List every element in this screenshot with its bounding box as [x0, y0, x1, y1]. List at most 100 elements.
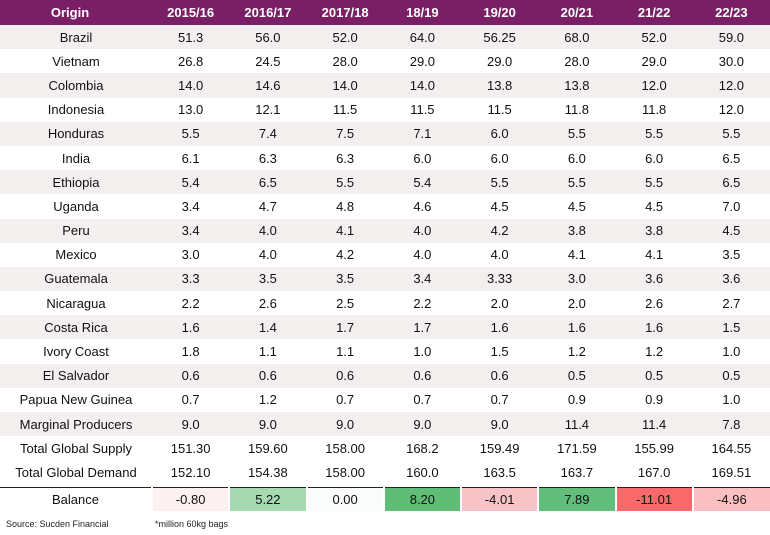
table-row-value: 7.1	[383, 121, 461, 146]
table-row-value: 7.5	[306, 121, 384, 146]
table-row-value: 2.2	[383, 291, 461, 316]
total-row: Total Global Demand 152.10 154.38 158.00 160…	[0, 460, 770, 485]
table-row-value: 3.6	[615, 266, 693, 292]
table-row-label: Honduras	[0, 121, 152, 146]
balance-row-value: -11.01	[614, 487, 693, 512]
table-row-value: 1.6	[538, 315, 616, 340]
table-row-label: Ivory Coast	[0, 339, 152, 364]
table-row-value: 6.5	[692, 170, 770, 195]
total-row-value: 154.38	[229, 460, 307, 485]
table-row-value: 1.6	[615, 315, 693, 340]
table-row-value: 4.0	[383, 242, 461, 267]
total-row-value: 168.2	[383, 436, 461, 461]
table-row: Guatemala 3.3 3.5 3.5 3.4 3.33 3.0 3.6 3.6	[0, 266, 770, 292]
table-row-value: 6.3	[229, 145, 307, 171]
table-row-value: 5.5	[461, 170, 539, 195]
total-row-value: 167.0	[615, 460, 693, 485]
table-row-label: Colombia	[0, 73, 152, 98]
table-row-value: 7.0	[692, 194, 770, 219]
table-row-value: 1.0	[383, 339, 461, 364]
table-row-label: Costa Rica	[0, 315, 152, 340]
table-row-label: Marginal Producers	[0, 412, 152, 437]
table-row: Papua New Guinea 0.7 1.2 0.7 0.7 0.7 0.9 0.9 1.0	[0, 387, 770, 412]
table-row-value: 4.5	[615, 194, 693, 219]
table-row-value: 0.6	[229, 363, 307, 388]
year-header: 22/23	[692, 0, 770, 25]
table-row-value: 2.5	[306, 291, 384, 316]
table-row-label: Guatemala	[0, 266, 152, 292]
table-row-value: 11.5	[461, 97, 539, 122]
balance-row-label: Balance	[0, 487, 152, 512]
table-row-value: 5.5	[538, 170, 616, 195]
table-row: El Salvador 0.6 0.6 0.6 0.6 0.6 0.5 0.5 0.5	[0, 363, 770, 388]
table-row-value: 1.5	[692, 315, 770, 340]
table-row-label: Ethiopia	[0, 170, 152, 195]
table-row-value: 4.0	[229, 218, 307, 243]
table-row-value: 4.7	[229, 194, 307, 219]
table-row-label: Indonesia	[0, 97, 152, 122]
table-row-value: 1.1	[229, 339, 307, 364]
table-row-label: Nicaragua	[0, 291, 152, 316]
year-header: 18/19	[383, 0, 461, 25]
table-row-label: Uganda	[0, 194, 152, 219]
table-row-value: 5.4	[152, 170, 230, 195]
table-row: Ethiopia 5.4 6.5 5.5 5.4 5.5 5.5 5.5 6.5	[0, 170, 770, 195]
table-row-value: 4.1	[538, 242, 616, 267]
table-row-label: Vietnam	[0, 49, 152, 74]
balance-row-value: 7.89	[537, 487, 616, 512]
table-row-value: 4.0	[229, 242, 307, 267]
table-row-value: 64.0	[383, 25, 461, 50]
table-row-value: 13.0	[152, 97, 230, 122]
table-row-value: 4.1	[306, 218, 384, 243]
year-header: 21/22	[615, 0, 693, 25]
total-row-value: 164.55	[692, 436, 770, 461]
table-row-value: 59.0	[692, 25, 770, 50]
total-row-value: 158.00	[306, 436, 384, 461]
table-row-label: Peru	[0, 218, 152, 243]
year-header: 2015/16	[152, 0, 230, 25]
table-row: Costa Rica 1.6 1.4 1.7 1.7 1.6 1.6 1.6 1.5	[0, 315, 770, 340]
table-row-value: 3.3	[152, 266, 230, 292]
total-row-value: 159.49	[461, 436, 539, 461]
table-row-value: 6.5	[692, 145, 770, 171]
table-row-value: 3.8	[538, 218, 616, 243]
table-row-value: 52.0	[306, 25, 384, 50]
total-row-value: 163.5	[461, 460, 539, 485]
table-row-value: 68.0	[538, 25, 616, 50]
table-row-value: 13.8	[461, 73, 539, 98]
table-row-value: 0.5	[615, 363, 693, 388]
table-row-value: 14.0	[152, 73, 230, 98]
table-row-value: 28.0	[538, 49, 616, 74]
year-header: 2017/18	[306, 0, 384, 25]
table-row-value: 3.8	[615, 218, 693, 243]
table-row: Peru 3.4 4.0 4.1 4.0 4.2 3.8 3.8 4.5	[0, 218, 770, 243]
balance-row-value: -4.96	[691, 487, 770, 512]
table-row: Indonesia 13.0 12.1 11.5 11.5 11.5 11.8 11.8 12.…	[0, 97, 770, 122]
table-row: Mexico 3.0 4.0 4.2 4.0 4.0 4.1 4.1 3.5	[0, 242, 770, 267]
table-row-value: 0.5	[692, 363, 770, 388]
table-row-value: 11.4	[615, 412, 693, 437]
table-row-value: 4.6	[383, 194, 461, 219]
table-row-value: 6.3	[306, 145, 384, 171]
table-row-value: 51.3	[152, 25, 230, 50]
origin-header: Origin	[0, 0, 152, 25]
table-row-value: 5.5	[538, 121, 616, 146]
table-row: Vietnam 26.8 24.5 28.0 29.0 29.0 28.0 29.0 30.0	[0, 49, 770, 74]
table-row-value: 5.5	[692, 121, 770, 146]
table-row-value: 1.6	[461, 315, 539, 340]
year-header: 19/20	[461, 0, 539, 25]
table-row-value: 9.0	[461, 412, 539, 437]
table-row-value: 4.5	[692, 218, 770, 243]
table-row-value: 4.8	[306, 194, 384, 219]
table-row-value: 6.1	[152, 145, 230, 171]
table-row-value: 1.2	[615, 339, 693, 364]
table-row-value: 14.0	[306, 73, 384, 98]
table-row-value: 1.5	[461, 339, 539, 364]
table-row-value: 9.0	[152, 412, 230, 437]
table-row: Nicaragua 2.2 2.6 2.5 2.2 2.0 2.0 2.6 2.7	[0, 291, 770, 316]
table-row-value: 6.0	[383, 145, 461, 171]
total-row-value: 151.30	[152, 436, 230, 461]
table-row-value: 0.7	[461, 387, 539, 412]
table-row-value: 11.5	[306, 97, 384, 122]
table-row-value: 6.0	[461, 121, 539, 146]
